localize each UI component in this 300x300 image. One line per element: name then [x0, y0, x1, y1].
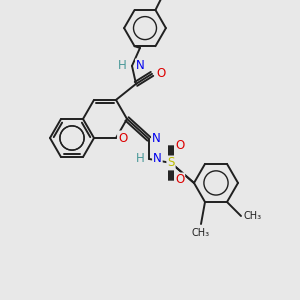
Text: CH₃: CH₃: [244, 211, 262, 221]
Text: O: O: [156, 68, 165, 80]
Text: O: O: [118, 131, 127, 145]
Text: N: N: [136, 59, 145, 72]
Text: N: N: [152, 132, 161, 146]
Text: S: S: [167, 156, 175, 170]
Text: O: O: [175, 140, 184, 152]
Text: H: H: [136, 152, 145, 165]
Text: O: O: [175, 173, 184, 186]
Text: N: N: [153, 152, 162, 165]
Text: CH₃: CH₃: [192, 228, 210, 238]
Text: H: H: [118, 59, 127, 72]
